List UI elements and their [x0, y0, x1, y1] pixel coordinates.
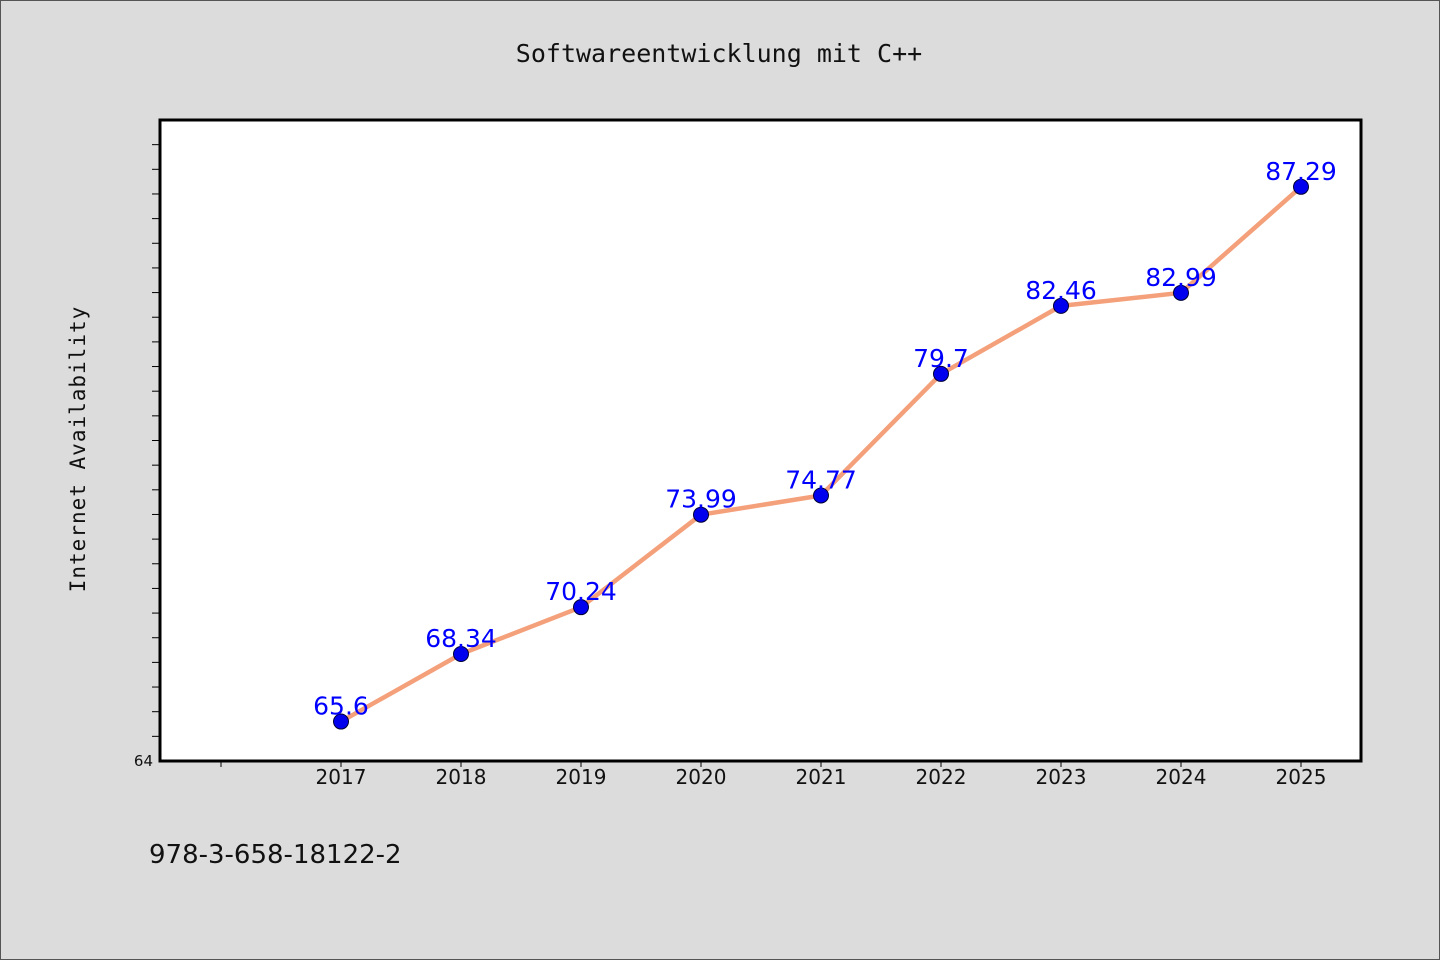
x-tick-label: 2022	[916, 765, 967, 789]
x-tick-label: 2020	[676, 765, 727, 789]
x-tick-label: 2024	[1156, 765, 1207, 789]
data-label: 73.99	[665, 485, 737, 514]
data-point-marker	[693, 506, 709, 523]
data-label: 70.24	[545, 577, 617, 606]
x-tick-label: 2017	[316, 765, 367, 789]
footer-isbn: 978-3-658-18122-2	[149, 840, 402, 870]
data-point-marker	[573, 599, 589, 616]
data-point-marker	[453, 646, 469, 663]
x-tick-label: 2025	[1276, 765, 1327, 789]
data-label: 82.46	[1025, 276, 1097, 305]
chart-title: Softwareentwicklung mit C++	[516, 39, 922, 68]
x-axis-tick-labels: 2017 2018 2019 2020 2021 2022 2023 2024 2025	[316, 765, 1327, 789]
y-tick-label: 64	[134, 752, 153, 770]
x-tick-label: 2019	[556, 765, 607, 789]
data-label: 65.6	[313, 692, 369, 721]
plot-area	[158, 118, 1363, 763]
y-axis-ticks	[152, 144, 160, 737]
data-point-marker	[933, 365, 949, 382]
data-point-marker	[1053, 297, 1069, 314]
y-axis-label: Internet Availability	[66, 306, 90, 593]
data-label: 82.99	[1145, 263, 1217, 292]
data-label: 79.7	[913, 344, 969, 373]
data-point-marker	[1293, 178, 1309, 195]
x-tick-label: 2018	[436, 765, 487, 789]
data-label: 68.34	[425, 624, 497, 653]
data-labels: 65.6 68.34 70.24 73.99 74.77 79.7 82.46 82.99 87…	[313, 157, 1337, 721]
x-axis-ticks	[220, 761, 1302, 767]
data-point-marker	[333, 713, 349, 730]
data-label: 87.29	[1265, 157, 1337, 186]
data-point-marker	[813, 487, 829, 504]
y-axis-tick-labels: 64	[134, 752, 153, 770]
series-markers	[333, 178, 1309, 730]
data-point-marker	[1173, 284, 1189, 301]
data-label: 74.77	[785, 465, 857, 494]
x-tick-label: 2023	[1036, 765, 1087, 789]
x-tick-label: 2021	[796, 765, 847, 789]
